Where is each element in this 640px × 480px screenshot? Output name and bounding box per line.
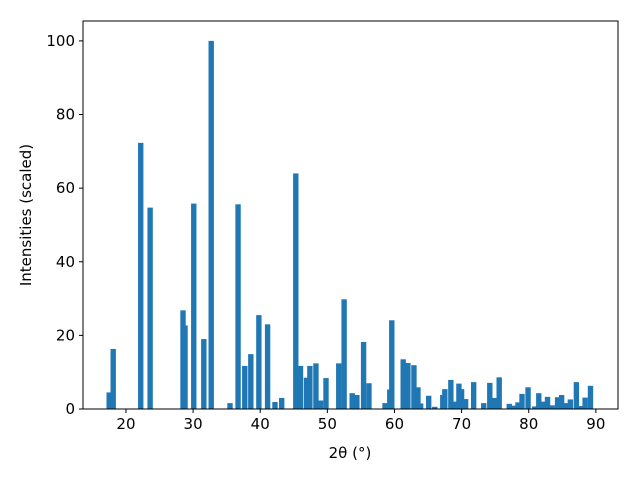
x-tick-label: 70 xyxy=(452,415,471,433)
bar xyxy=(506,403,512,409)
bar xyxy=(536,393,542,409)
bar xyxy=(354,395,360,409)
bar xyxy=(578,406,584,409)
bar xyxy=(415,387,421,409)
bar xyxy=(587,385,594,409)
bar xyxy=(405,362,411,409)
bar xyxy=(191,203,197,409)
x-tick-label: 80 xyxy=(519,415,538,433)
bar xyxy=(248,354,254,409)
bar xyxy=(470,382,477,409)
bar xyxy=(554,397,561,409)
bar xyxy=(562,403,569,409)
bar xyxy=(317,400,324,409)
bar xyxy=(540,401,546,409)
bar xyxy=(511,405,517,409)
y-axis-label: Intensities (scaled) xyxy=(17,144,35,286)
bar xyxy=(544,396,551,409)
bar xyxy=(323,378,329,409)
y-tick-label: 20 xyxy=(56,326,75,344)
bar xyxy=(201,339,207,409)
bar xyxy=(279,397,285,409)
bar xyxy=(293,173,299,409)
bar xyxy=(307,365,313,409)
bar xyxy=(235,204,241,409)
bar xyxy=(227,403,233,409)
bar xyxy=(452,401,458,409)
bar xyxy=(549,405,555,409)
bar xyxy=(303,377,310,409)
bar xyxy=(297,365,304,409)
bar xyxy=(349,393,355,409)
x-tick-label: 90 xyxy=(586,415,605,433)
bar xyxy=(515,402,521,409)
bar xyxy=(481,403,487,409)
bar xyxy=(462,399,469,409)
plot-frame xyxy=(82,20,619,410)
bar xyxy=(491,397,497,409)
bar xyxy=(417,403,424,409)
bar xyxy=(389,320,395,409)
y-tick-label: 80 xyxy=(56,106,75,124)
bar xyxy=(532,406,538,409)
bar xyxy=(256,315,262,409)
bar xyxy=(573,382,580,409)
bar xyxy=(208,40,214,409)
bar xyxy=(264,324,271,409)
x-tick-label: 50 xyxy=(318,415,337,433)
bar xyxy=(432,406,438,409)
bar xyxy=(448,379,454,409)
bar xyxy=(242,365,248,409)
y-tick-label: 100 xyxy=(46,32,75,50)
bar xyxy=(458,389,465,409)
x-tick-label: 60 xyxy=(385,415,404,433)
bar xyxy=(182,325,188,409)
bar xyxy=(366,383,372,409)
bar xyxy=(382,403,388,409)
bar xyxy=(487,382,493,409)
bar xyxy=(411,365,417,409)
bar xyxy=(519,393,525,409)
bar xyxy=(582,397,588,409)
bar xyxy=(360,342,367,409)
bar xyxy=(138,142,144,409)
bar xyxy=(272,402,278,409)
bar xyxy=(110,348,116,409)
y-tick-label: 40 xyxy=(56,253,75,271)
bar xyxy=(426,395,432,409)
x-tick-label: 20 xyxy=(116,415,135,433)
bar xyxy=(106,392,112,409)
bar xyxy=(567,399,574,409)
bar xyxy=(558,395,565,409)
x-tick-label: 40 xyxy=(251,415,270,433)
y-tick-label: 0 xyxy=(65,400,75,418)
bar xyxy=(525,387,531,409)
x-axis-label: 2θ (°) xyxy=(329,444,372,462)
bar xyxy=(313,363,319,409)
bar xyxy=(341,299,347,409)
bar xyxy=(442,389,448,409)
y-tick-label: 60 xyxy=(56,179,75,197)
x-tick-label: 30 xyxy=(184,415,203,433)
bar xyxy=(496,377,502,409)
bar xyxy=(400,359,406,409)
bar xyxy=(336,363,342,409)
bar xyxy=(147,207,153,409)
